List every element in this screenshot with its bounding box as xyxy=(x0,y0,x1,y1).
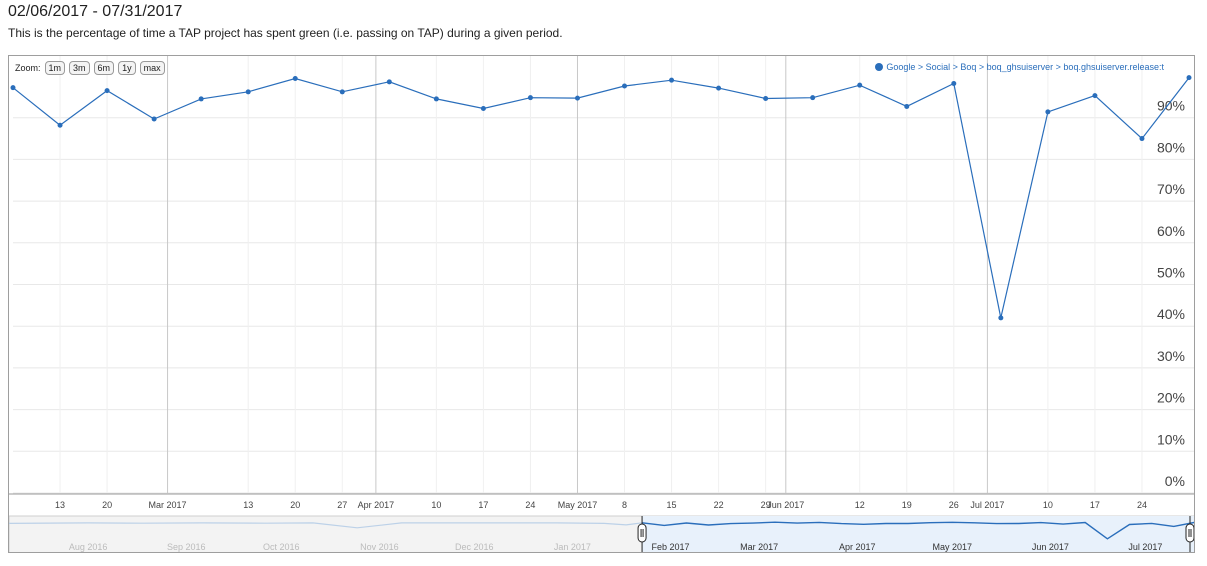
navigator-month-label: Feb 2017 xyxy=(652,542,690,552)
data-point xyxy=(433,96,439,102)
data-point xyxy=(57,122,63,128)
data-point xyxy=(574,95,580,101)
zoom-max-button[interactable]: max xyxy=(139,61,165,75)
x-tick-label: 12 xyxy=(855,500,865,510)
data-point xyxy=(104,88,110,94)
x-tick-label: 17 xyxy=(1090,500,1100,510)
data-point xyxy=(951,81,957,87)
y-tick-label: 50% xyxy=(1157,265,1185,281)
x-tick-label: Jun 2017 xyxy=(767,500,804,510)
x-tick-label: 26 xyxy=(949,500,959,510)
data-point xyxy=(622,83,628,89)
x-tick-label: Jul 2017 xyxy=(970,500,1004,510)
y-tick-label: 40% xyxy=(1157,306,1185,322)
x-tick-label: 19 xyxy=(902,500,912,510)
x-tick-label: 15 xyxy=(667,500,677,510)
legend-series-label: Google > Social > Boq > boq_ghsuiserver … xyxy=(886,62,1164,72)
data-point xyxy=(1092,93,1098,99)
navigator-month-label: Aug 2016 xyxy=(69,542,108,552)
x-tick-label: 17 xyxy=(478,500,488,510)
chart-svg: 0%10%20%30%40%50%60%70%80%90%13 20 Mar 201… xyxy=(9,56,1194,552)
navigator-month-label: Apr 2017 xyxy=(839,542,876,552)
data-point xyxy=(339,89,345,95)
zoom-label: Zoom: xyxy=(15,63,41,73)
x-tick-label: 13 xyxy=(55,500,65,510)
data-point xyxy=(716,85,722,91)
data-point xyxy=(998,315,1004,321)
series-line xyxy=(12,77,1190,319)
y-tick-label: 20% xyxy=(1157,390,1185,406)
navigator-series-line xyxy=(642,521,1194,540)
navigator-month-label: Nov 2016 xyxy=(360,542,399,552)
x-tick-label: 27 xyxy=(337,500,347,510)
navigator-month-label: Jan 2017 xyxy=(554,542,591,552)
x-tick-label: 13 xyxy=(243,500,253,510)
data-point xyxy=(904,103,910,109)
navigator-right-handle[interactable] xyxy=(1185,523,1194,543)
zoom-controls: Zoom: 1m 3m 6m 1y max xyxy=(15,61,169,75)
data-point xyxy=(198,96,204,102)
data-point xyxy=(1139,136,1145,142)
y-tick-label: 70% xyxy=(1157,181,1185,197)
x-tick-label: 29 xyxy=(761,500,771,510)
zoom-1y-button[interactable]: 1y xyxy=(118,61,136,75)
x-tick-label: Apr 2017 xyxy=(358,500,395,510)
x-tick-label: 8 xyxy=(622,500,627,510)
navigator-month-label: Jun 2017 xyxy=(1032,542,1069,552)
y-tick-label: 0% xyxy=(1165,473,1185,489)
navigator-left-handle[interactable] xyxy=(637,523,647,543)
data-point xyxy=(10,85,16,91)
zoom-1m-button[interactable]: 1m xyxy=(44,61,66,75)
data-point xyxy=(810,95,816,101)
data-point xyxy=(1045,109,1051,115)
zoom-6m-button[interactable]: 6m xyxy=(93,61,115,75)
page-title: 02/06/2017 - 07/31/2017 xyxy=(8,3,183,20)
x-tick-label: 20 xyxy=(290,500,300,510)
chart-legend[interactable]: Google > Social > Boq > boq_ghsuiserver … xyxy=(875,62,1164,72)
y-tick-label: 30% xyxy=(1157,348,1185,364)
data-point xyxy=(669,77,675,83)
navigator-month-label: Jul 2017 xyxy=(1128,542,1162,552)
data-point xyxy=(527,95,533,101)
x-tick-label: 24 xyxy=(1137,500,1147,510)
x-tick-label: 10 xyxy=(431,500,441,510)
chart-container: 0% 10% 20% 30% 40% 50% 60% 70% 80% 90% 13 20 Mar 201… xyxy=(8,55,1195,553)
data-point xyxy=(763,96,769,102)
navigator-month-label: Sep 2016 xyxy=(167,542,206,552)
data-point xyxy=(480,106,486,112)
data-point xyxy=(245,89,251,95)
x-tick-label: 22 xyxy=(714,500,724,510)
y-tick-label: 60% xyxy=(1157,223,1185,239)
navigator-month-label: May 2017 xyxy=(933,542,973,552)
page-subtitle: This is the percentage of time a TAP pro… xyxy=(8,26,563,40)
data-point xyxy=(386,79,392,85)
navigator-month-label: Mar 2017 xyxy=(740,542,778,552)
navigator-history-line xyxy=(9,522,643,529)
zoom-3m-button[interactable]: 3m xyxy=(69,61,90,75)
x-tick-label: Mar 2017 xyxy=(149,500,187,510)
x-tick-label: 20 xyxy=(102,500,112,510)
data-point xyxy=(1186,75,1192,81)
data-point xyxy=(857,82,863,88)
y-tick-label: 10% xyxy=(1157,431,1185,447)
navigator-month-label: Oct 2016 xyxy=(263,542,300,552)
y-tick-label: 80% xyxy=(1157,139,1185,155)
data-point xyxy=(292,76,298,82)
data-point xyxy=(151,116,157,122)
x-tick-label: May 2017 xyxy=(558,500,598,510)
legend-dot-icon xyxy=(875,63,884,71)
navigator-selection xyxy=(642,516,1194,552)
x-tick-label: 10 xyxy=(1043,500,1053,510)
x-tick-label: 24 xyxy=(525,500,535,510)
navigator-month-label: Dec 2016 xyxy=(455,542,494,552)
